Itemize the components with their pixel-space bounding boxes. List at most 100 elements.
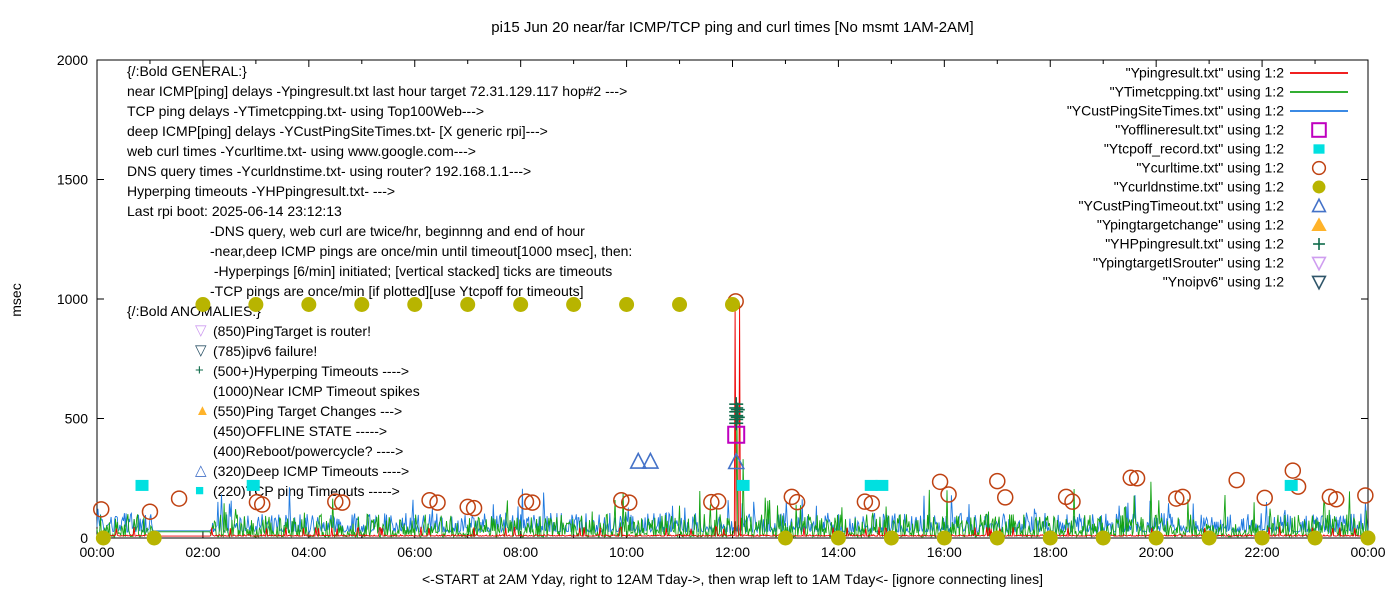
anomaly-item: (400)Reboot/powercycle? ----> — [127, 441, 420, 461]
point-ycurltime-txt — [1122, 469, 1139, 487]
open-triangle-down-icon: ▽ — [195, 322, 207, 339]
point-ycurltime-txt — [141, 503, 159, 520]
point-ycurltime-txt — [253, 496, 271, 513]
point-ycurltime-txt — [788, 493, 806, 511]
point-ycurldnstime-txt — [672, 296, 688, 312]
point-ycurltime-txt — [1174, 488, 1191, 506]
point-ycurldnstime-txt — [146, 530, 162, 546]
legend-label: "Ynoipv6" using 1:2 — [1163, 274, 1284, 290]
legend-label: "Ycurldnstime.txt" using 1:2 — [1114, 179, 1284, 195]
point-ycurldnstime-txt — [460, 296, 476, 312]
point-ycurltime-txt — [333, 494, 351, 511]
general-note: -TCP pings are once/min [if plotted][use… — [210, 283, 584, 299]
legend-label: "YCustPingTimeout.txt" using 1:2 — [1078, 198, 1284, 214]
y-tick-label: 1000 — [57, 291, 88, 307]
point-ycurltime-txt — [709, 493, 727, 510]
point-ycurldnstime-txt — [407, 296, 423, 312]
legend-marker-open-circle — [1311, 160, 1327, 176]
legend-label: "Yofflineresult.txt" using 1:2 — [1115, 122, 1284, 138]
anomalies-heading: {/:Bold ANOMALIES:} — [127, 303, 261, 319]
legend-marker-filled-triangle-up — [1311, 217, 1327, 231]
legend-marker-open-triangle-down — [1311, 256, 1327, 272]
point-ycurltime-txt — [783, 488, 801, 506]
x-tick-label: 08:00 — [503, 544, 538, 560]
point-ycurltime-txt — [620, 494, 638, 511]
point-ycurltime-txt — [429, 494, 446, 511]
general-annotations: {/:Bold GENERAL:} near ICMP[ping] delays … — [127, 61, 632, 301]
y-tick-label: 500 — [65, 411, 89, 427]
point-ycurltime-txt — [1256, 489, 1273, 507]
legend-marker-open-square — [1311, 122, 1327, 138]
point-ycurltime-txt — [1284, 462, 1302, 479]
legend-label: "YHPpingresult.txt" using 1:2 — [1105, 236, 1284, 252]
point-ycurltime-txt — [465, 499, 483, 517]
point-ycurldnstime-txt — [95, 530, 111, 546]
legend-label: "Ypingresult.txt" using 1:2 — [1126, 65, 1285, 81]
y-tick-label: 0 — [80, 530, 88, 546]
point-ycurldnstime-txt — [1042, 530, 1058, 546]
point-ycurldnstime-txt — [989, 530, 1005, 546]
point-ycurldnstime-txt — [1307, 530, 1323, 546]
x-tick-label: 14:00 — [821, 544, 856, 560]
point-ytcpoff-record-txt — [1284, 479, 1298, 491]
point-ycurltime-txt — [524, 494, 541, 511]
point-ycurltime-txt — [459, 498, 476, 516]
point-ytcpoff-record-txt — [864, 479, 878, 491]
point-ycustpingtimeout-txt — [727, 452, 746, 470]
anomalies-annotations: {/:Bold ANOMALIES:} ▽ (850)PingTarget is r… — [127, 301, 420, 501]
point-ycurltime-txt — [613, 491, 630, 509]
point-ycurltime-txt — [1064, 493, 1081, 510]
point-ytcpoff-record-txt — [246, 479, 260, 491]
point-ycustpingtimeout-txt — [641, 451, 660, 469]
point-ycurldnstime-txt — [936, 530, 952, 546]
point-ycurldnstime-txt — [619, 296, 635, 312]
point-ycurldnstime-txt — [777, 530, 793, 546]
point-ycurltime-txt — [863, 495, 881, 512]
x-tick-label: 02:00 — [185, 544, 220, 560]
point-ycurldnstime-txt — [830, 530, 846, 546]
point-ycurldnstime-txt — [195, 296, 211, 312]
y-tick-label: 1500 — [57, 172, 88, 188]
point-ycurltime-txt — [92, 501, 110, 518]
x-tick-label: 20:00 — [1139, 544, 1174, 560]
general-note: -DNS query, web curl are twice/hr, begin… — [210, 223, 585, 239]
x-tick-label: 16:00 — [927, 544, 962, 560]
point-ycurldnstime-txt — [1360, 530, 1376, 546]
point-ycurldnstime-txt — [1095, 530, 1111, 546]
point-ycurltime-txt — [703, 493, 720, 511]
general-line: Last rpi boot: 2025-06-14 23:12:13 — [127, 203, 342, 219]
anomaly-item: + (500+)Hyperping Timeouts ----> — [127, 361, 420, 381]
legend-label: "YCustPingSiteTimes.txt" using 1:2 — [1067, 103, 1284, 119]
anomaly-item: ▲ (550)Ping Target Changes ---> — [127, 401, 420, 421]
x-tick-label: 00:00 — [1350, 544, 1385, 560]
open-triangle-up-icon: △ — [195, 462, 207, 479]
general-line: TCP ping delays -YTimetcpping.txt- using… — [127, 103, 485, 119]
point-ytcpoff-record-txt — [135, 479, 149, 491]
filled-square-icon: ■ — [195, 482, 205, 499]
legend-marker-filled-square — [1313, 144, 1325, 154]
anomaly-text: (785)ipv6 failure! — [213, 343, 318, 359]
point-ycurltime-txt — [931, 473, 949, 491]
x-tick-label: 22:00 — [1245, 544, 1280, 560]
point-ycurltime-txt — [1128, 470, 1146, 487]
point-ytcpoff-record-txt — [875, 479, 889, 491]
point-ycurltime-txt — [327, 493, 344, 510]
legend-marker-open-triangle-down — [1311, 275, 1327, 291]
point-ycurltime-txt — [1168, 490, 1185, 507]
general-line: near ICMP[ping] delays -Ypingresult.txt … — [127, 83, 628, 99]
point-ycurltime-txt — [940, 486, 957, 503]
legend-marker-open-triangle-up — [1311, 197, 1327, 213]
anomaly-text: (320)Deep ICMP Timeouts ----> — [213, 463, 410, 479]
anomaly-text: (550)Ping Target Changes ---> — [213, 403, 403, 419]
general-note: -near,deep ICMP pings are once/min until… — [210, 243, 633, 259]
point-ycurltime-txt — [856, 493, 874, 510]
point-ytcpoff-record-txt — [736, 479, 750, 491]
legend-label: "Ytcpoff_record.txt" using 1:2 — [1104, 141, 1284, 157]
point-ycurltime-txt — [517, 493, 535, 510]
legend-label: "YpingtargetISrouter" using 1:2 — [1093, 255, 1284, 271]
x-tick-label: 04:00 — [291, 544, 326, 560]
open-triangle-down-icon: ▽ — [195, 342, 207, 359]
anomaly-item: ▽ (785)ipv6 failure! — [127, 341, 420, 361]
